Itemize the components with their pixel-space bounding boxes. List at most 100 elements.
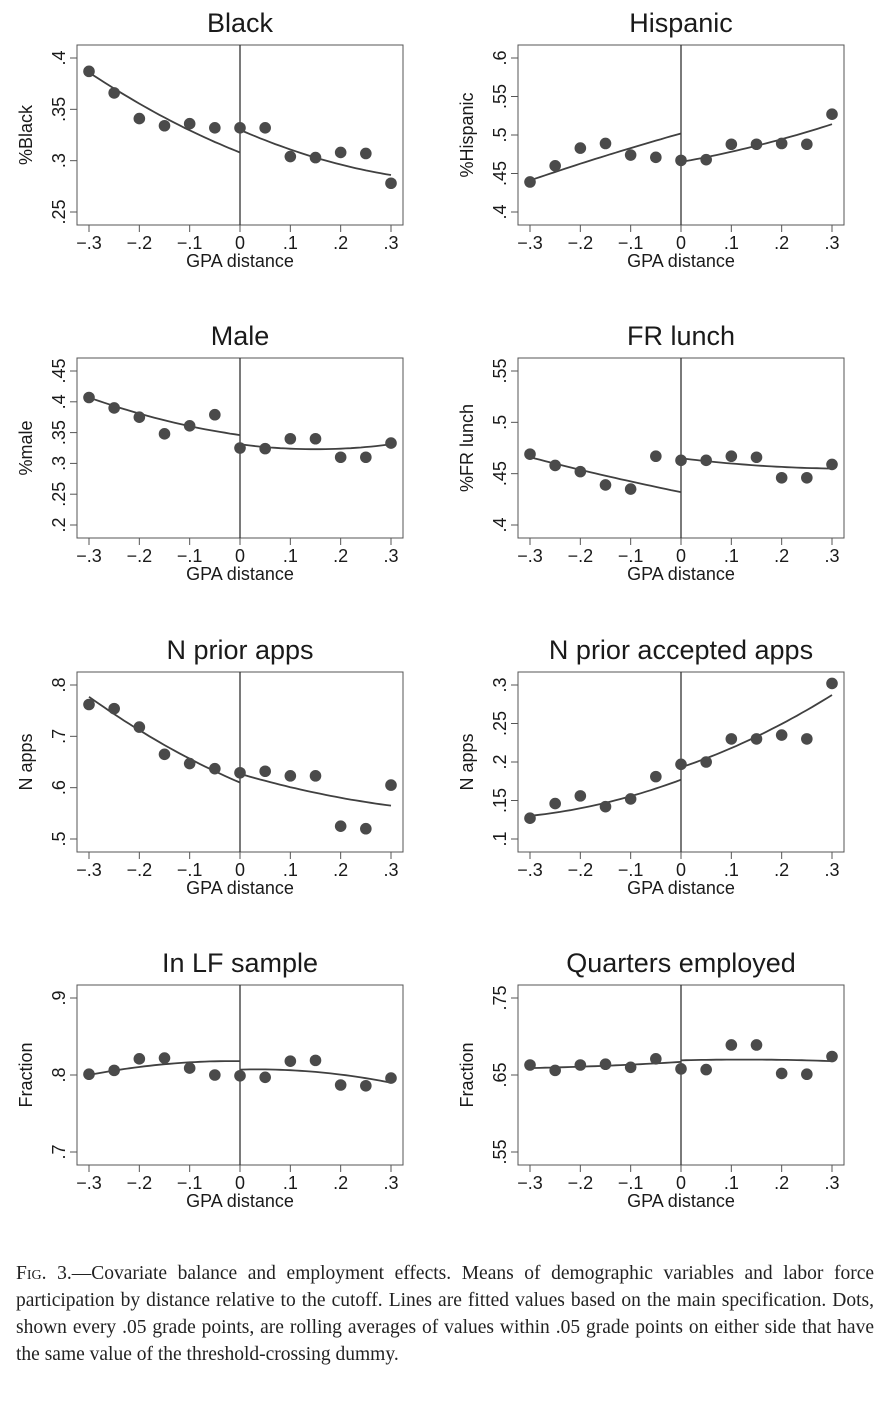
y-tick-label: .55 <box>490 358 510 383</box>
x-tick-label: 0 <box>235 233 245 253</box>
x-tick-label: .2 <box>774 233 789 253</box>
data-point <box>624 793 637 805</box>
panel-title: Male <box>211 321 270 351</box>
data-point <box>259 1071 271 1084</box>
x-tick-label: .2 <box>333 1173 348 1193</box>
data-point <box>385 437 397 449</box>
y-axis-label: %male <box>16 420 36 475</box>
y-tick-label: .55 <box>490 1139 510 1164</box>
panel-title: N prior apps <box>166 635 313 665</box>
x-tick-label: −.3 <box>76 233 102 253</box>
y-tick-label: .75 <box>490 985 510 1010</box>
data-point <box>334 146 347 159</box>
y-tick-label: .35 <box>49 420 69 445</box>
data-point <box>259 765 271 778</box>
data-point <box>133 112 146 125</box>
data-point <box>524 1059 536 1071</box>
y-axis-label: %Hispanic <box>457 92 477 177</box>
y-tick-label: .2 <box>49 517 69 532</box>
x-tick-label: .1 <box>283 860 298 880</box>
data-point <box>675 1063 687 1075</box>
data-point <box>284 1055 297 1067</box>
data-point <box>83 698 95 711</box>
x-tick-label: −.3 <box>517 1173 543 1193</box>
x-tick-label: .2 <box>333 860 348 880</box>
y-tick-label: .25 <box>49 482 69 507</box>
x-tick-label: −.2 <box>568 1173 594 1193</box>
y-tick-label: .25 <box>490 711 510 736</box>
data-point <box>259 442 271 455</box>
y-tick-label: .45 <box>490 161 510 186</box>
x-tick-label: −.3 <box>517 860 543 880</box>
panel-title: Hispanic <box>629 8 733 38</box>
data-point <box>624 483 637 495</box>
y-tick-label: .4 <box>490 517 510 532</box>
data-point <box>234 442 246 454</box>
data-point <box>334 820 347 832</box>
x-tick-label: −.1 <box>177 1173 203 1193</box>
data-point <box>108 402 120 414</box>
y-axis-label: N apps <box>16 733 36 790</box>
data-point <box>801 1068 813 1081</box>
y-axis-label: Fraction <box>457 1042 477 1107</box>
y-tick-label: .25 <box>49 199 69 224</box>
panel-title: Quarters employed <box>566 948 796 978</box>
data-point <box>309 432 322 445</box>
panel-8: Quarters employed .55 .65 .75 Fraction −.3 −.2… <box>457 948 845 1211</box>
x-tick-label: −.2 <box>127 233 153 253</box>
data-point <box>360 1079 372 1092</box>
x-tick-label: −.2 <box>568 546 594 566</box>
data-point <box>183 757 196 770</box>
x-axis-label: GPA distance <box>627 878 735 898</box>
y-axis-label: Fraction <box>16 1042 36 1107</box>
panel-1: Black .25 .3 .35 .4 %Black −.3 −.2 −.1 0 .1 .2 .3 GPA… <box>16 8 404 271</box>
data-point <box>183 117 196 130</box>
data-point <box>209 1069 221 1081</box>
data-point <box>750 451 763 464</box>
fit-line-right <box>239 772 392 807</box>
data-point <box>675 758 687 771</box>
y-tick-label: .1 <box>490 831 510 846</box>
data-point <box>158 119 171 132</box>
x-tick-label: .1 <box>283 1173 298 1193</box>
x-axis-label: GPA distance <box>186 878 294 898</box>
data-point <box>826 458 838 471</box>
x-axis-label: GPA distance <box>186 564 294 584</box>
x-tick-label: −.1 <box>618 860 644 880</box>
x-tick-label: −.1 <box>177 233 203 253</box>
y-tick-label: .45 <box>49 358 69 383</box>
data-point <box>725 1039 738 1051</box>
x-tick-label: .3 <box>383 233 398 253</box>
figure-caption: Fig. 3.—Covariate balance and employment… <box>16 1260 874 1368</box>
x-tick-label: .2 <box>774 1173 789 1193</box>
y-tick-label: .3 <box>490 677 510 692</box>
fit-line-right <box>680 1058 833 1062</box>
data-point <box>826 1050 838 1063</box>
y-tick-label: .9 <box>49 990 69 1005</box>
data-point <box>334 1079 347 1091</box>
data-point <box>360 451 372 464</box>
data-point <box>675 154 687 167</box>
panel-title: Black <box>207 8 274 38</box>
data-point <box>775 137 788 150</box>
x-tick-label: .3 <box>824 1173 839 1193</box>
x-axis-label: GPA distance <box>627 251 735 271</box>
data-point <box>385 779 397 791</box>
data-point <box>524 448 536 460</box>
x-tick-label: .2 <box>333 233 348 253</box>
x-tick-label: −.3 <box>517 233 543 253</box>
y-tick-label: .2 <box>490 754 510 769</box>
data-point <box>158 1052 171 1064</box>
y-tick-label: .7 <box>49 729 69 744</box>
data-point <box>801 138 813 151</box>
x-tick-label: −.1 <box>177 860 203 880</box>
caption-label: Fig. 3. <box>16 1262 72 1284</box>
y-tick-label: .8 <box>49 1067 69 1082</box>
x-tick-label: −.3 <box>517 546 543 566</box>
y-tick-label: .3 <box>49 153 69 168</box>
y-tick-label: .5 <box>49 831 69 846</box>
data-point <box>574 465 587 478</box>
data-point <box>309 151 322 164</box>
data-point <box>259 122 271 134</box>
x-tick-label: 0 <box>676 1173 686 1193</box>
